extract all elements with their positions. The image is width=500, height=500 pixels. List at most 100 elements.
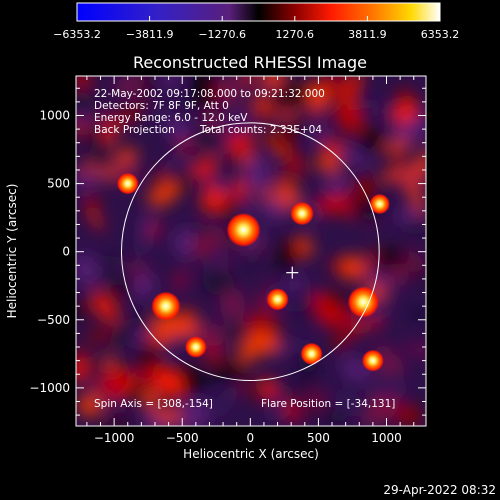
heatmap-cell xyxy=(193,76,213,98)
heatmap-cell xyxy=(334,98,364,134)
heatmap-cell xyxy=(177,365,204,397)
heatmap-cell xyxy=(301,370,313,395)
heatmap-cell xyxy=(192,156,219,178)
heatmap-cell xyxy=(201,109,225,132)
heatmap-cell xyxy=(372,392,400,425)
heatmap-cell xyxy=(103,415,132,426)
heatmap-cell xyxy=(90,290,119,323)
x-tick-labels: −1000 −500 0 500 1000 xyxy=(94,431,402,445)
colorbar-tick-label: −6353.2 xyxy=(53,28,101,41)
heatmap-cell xyxy=(225,111,254,137)
heatmap-cell xyxy=(401,221,426,233)
heatmap-cell xyxy=(236,381,250,396)
colorbar-tick-labels: −6353.2 −3811.9 −1270.6 1270.6 3811.9 6353.2 xyxy=(53,28,459,41)
heatmap-cell xyxy=(409,309,426,319)
heatmap-cell xyxy=(324,409,348,425)
heatmap-cell xyxy=(137,227,150,255)
heatmap-cell xyxy=(415,149,426,180)
heatmap-cell xyxy=(401,343,426,357)
heatmap-cell xyxy=(166,157,192,171)
heatmap-cell xyxy=(142,76,160,95)
x-tick-label: −500 xyxy=(166,431,199,445)
bright-source xyxy=(347,286,380,318)
y-tick-label: −500 xyxy=(37,313,70,327)
annotation-spin-axis: Spin Axis = [308,-154] xyxy=(94,398,213,410)
bright-source xyxy=(185,336,207,358)
heatmap-cell xyxy=(149,220,161,239)
heatmap-cell xyxy=(332,327,351,351)
bright-source xyxy=(361,349,384,372)
heatmap-cell xyxy=(155,167,167,186)
bright-source xyxy=(290,201,314,226)
plot-frame xyxy=(75,75,427,427)
heatmap-cell xyxy=(256,297,278,316)
bright-source xyxy=(151,291,181,321)
heatmap-cell xyxy=(103,166,117,181)
annotation-time-range: 22-May-2002 09:17:08.000 to 09:21:32.000 xyxy=(94,88,325,100)
heatmap-cell xyxy=(220,76,241,110)
heatmap-cell xyxy=(259,376,278,399)
heatmap-cell xyxy=(105,113,139,123)
heatmap-cell xyxy=(93,110,106,133)
heatmap-cell xyxy=(234,176,248,202)
heatmap-cell xyxy=(321,140,344,155)
heatmap-cell xyxy=(77,393,103,417)
bright-source xyxy=(266,288,289,311)
heatmap-cell xyxy=(76,253,100,286)
colorbar-gradient xyxy=(76,2,441,22)
flare-position-marker xyxy=(286,266,299,279)
heatmap-cell xyxy=(223,325,249,341)
heatmap-cell xyxy=(341,255,365,280)
heatmap-cell xyxy=(154,105,168,121)
heatmap-cell xyxy=(383,139,412,152)
heatmap-cell xyxy=(284,147,305,177)
y-tick-labels: −1000 −500 0 500 1000 xyxy=(29,108,70,394)
heatmap-cell xyxy=(360,97,373,111)
x-axis-label: Heliocentric X (arcsec) xyxy=(183,447,319,461)
heatmap-cell xyxy=(385,263,409,287)
heatmap-cell xyxy=(393,209,424,223)
heatmap-cell xyxy=(264,131,296,149)
heatmap-cell xyxy=(309,127,328,143)
solar-limb-circle xyxy=(120,122,380,382)
annotations: 22-May-2002 09:17:08.000 to 09:21:32.000… xyxy=(94,88,395,410)
heatmap-cell xyxy=(138,364,161,388)
heatmap-cell xyxy=(76,304,89,319)
heatmap-cell xyxy=(379,166,418,181)
heatmap-cell xyxy=(284,397,299,422)
colorbar-tick-label: 1270.6 xyxy=(276,28,315,41)
heatmap-cell xyxy=(390,99,420,125)
bright-sources xyxy=(116,172,390,372)
axis-ticks xyxy=(76,76,426,426)
heatmap-cell xyxy=(370,314,383,330)
heatmap-cell xyxy=(246,335,261,346)
bright-source xyxy=(369,193,390,215)
heatmap-cell xyxy=(176,398,211,426)
heatmap-cell xyxy=(201,269,235,296)
annotation-detectors: Detectors: 7F 8F 9F, Att 0 xyxy=(94,100,229,112)
heatmap-cell xyxy=(337,389,360,417)
annotation-total-counts: Total counts: 2.33E+04 xyxy=(199,124,322,136)
heatmap-cell xyxy=(166,117,190,141)
heatmap-cell xyxy=(209,363,248,381)
heatmap-cell xyxy=(114,148,138,165)
heatmap-cell xyxy=(268,389,287,422)
heatmap-cell xyxy=(172,267,191,296)
heatmap-cell xyxy=(206,226,225,244)
heatmap-cell xyxy=(132,326,148,346)
heatmap-cell xyxy=(76,91,96,114)
heatmap-cell xyxy=(85,356,107,378)
heatmap-cell xyxy=(405,178,426,214)
colorbar-tick-label: −3811.9 xyxy=(126,28,174,41)
heatmap-cell xyxy=(313,191,344,214)
heatmap-cell xyxy=(318,300,338,327)
heatmap-cell xyxy=(214,178,233,195)
x-tick-label: −1000 xyxy=(94,431,135,445)
x-tick-label: 0 xyxy=(246,431,254,445)
heatmap-cell xyxy=(272,84,310,109)
heatmap-cell xyxy=(384,352,406,377)
bright-source xyxy=(226,212,261,247)
heatmap-cell xyxy=(201,342,223,362)
heatmap-cell xyxy=(113,76,146,96)
